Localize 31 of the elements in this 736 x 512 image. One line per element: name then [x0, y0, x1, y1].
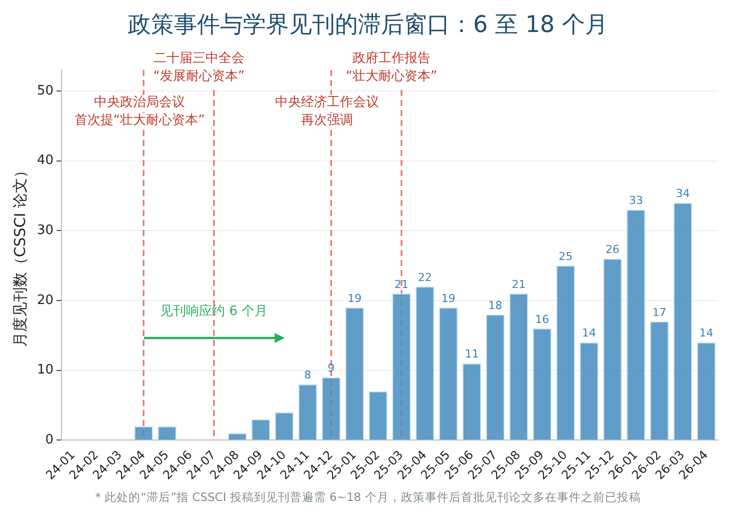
y-tick-label: 40	[36, 153, 54, 168]
ref-line-label: 中央经济工作会议再次强调	[275, 94, 380, 128]
data-label: 21	[512, 278, 526, 291]
data-label: 26	[606, 242, 620, 256]
data-label: 14	[582, 326, 596, 340]
data-label: 11	[464, 348, 479, 361]
data-label: 17	[652, 306, 666, 319]
data-label: 22	[418, 270, 432, 284]
annotation: 见刊响应约 6 个月	[160, 302, 268, 319]
data-label: 8	[304, 368, 312, 382]
ref-line-label: 政府工作报告“壮大耐心资本”	[346, 50, 438, 84]
data-label: 25	[558, 250, 573, 263]
data-label: 16	[535, 312, 550, 326]
ref-line-label: 二十届三中全会“发展耐心资本”	[153, 50, 245, 84]
y-tick-label: 0	[45, 432, 54, 448]
data-label: 33	[628, 194, 643, 208]
y-tick-label: 10	[36, 362, 54, 378]
text: * 此处的“滞后”指 CSSCI 投稿到见刊普遍需 6~18 个月，政策事件后首批见刊论文多在事件之前已投稿	[94, 490, 642, 505]
chart-title: 政策事件与学界见刊的滞后窗口：6 至 18 个月	[127, 11, 609, 40]
y-tick-label: 50	[36, 83, 54, 98]
data-label: 21	[394, 278, 408, 291]
data-label: 34	[676, 187, 690, 200]
y-axis-title: 月度见刊数（CSSCI 论文）	[10, 162, 29, 348]
data-label: 18	[488, 298, 502, 312]
data-label: 19	[348, 292, 362, 305]
data-label: 14	[699, 326, 714, 340]
y-tick-label: 30	[36, 223, 54, 238]
ref-line-label: 中央政治局会议首次提“壮大耐心资本”	[74, 94, 205, 128]
data-label: 19	[441, 292, 456, 305]
data-label: 9	[328, 362, 335, 375]
y-tick-label: 20	[36, 292, 54, 308]
